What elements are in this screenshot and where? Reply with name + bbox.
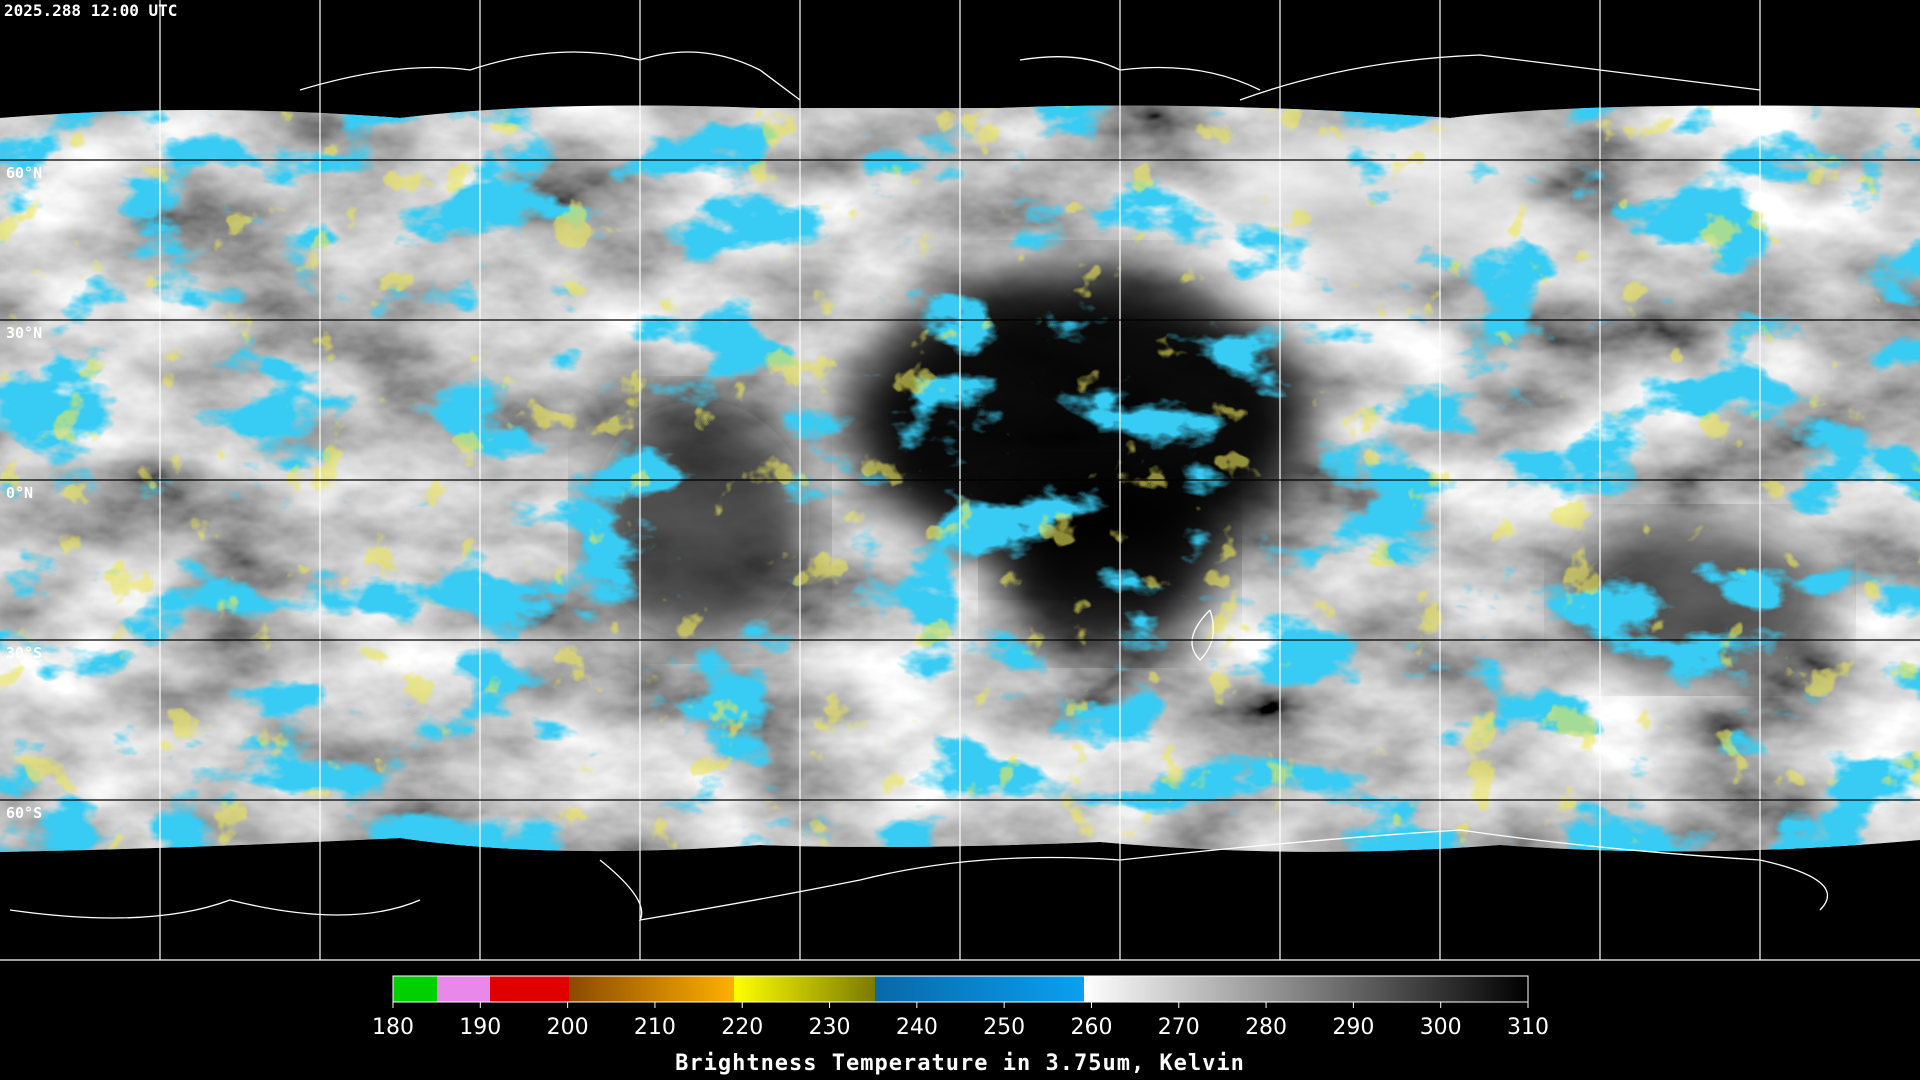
latitude-label: 30°S	[6, 644, 42, 662]
colorbar-frame	[392, 975, 1529, 1003]
latitude-labels: 60°N 30°N 0°N 30°S 60°S	[6, 164, 42, 822]
colorbar	[392, 975, 1529, 1003]
colorbar-tick-label: 280	[1245, 1015, 1287, 1040]
colorbar-segment	[734, 976, 875, 1002]
latitude-label: 30°N	[6, 324, 42, 342]
colorbar-tick-label: 240	[896, 1015, 938, 1040]
latitude-label: 60°N	[6, 164, 42, 182]
colorbar-tick-label: 200	[547, 1015, 589, 1040]
colorbar-tick-label: 270	[1158, 1015, 1200, 1040]
graticule	[0, 0, 1920, 960]
colorbar-ticks: 180 190 200 210 220 230 240 250 260 270 280 290 300 3…	[372, 1002, 1549, 1040]
colorbar-segment	[437, 976, 490, 1002]
colorbar-tick-label: 230	[809, 1015, 851, 1040]
colorbar-tick-label: 220	[721, 1015, 763, 1040]
colorbar-tick-label: 180	[372, 1015, 414, 1040]
colorbar-tick-label: 250	[983, 1015, 1025, 1040]
colorbar-segment	[490, 976, 569, 1002]
colorbar-title: Brightness Temperature in 3.75um, Kelvin	[675, 1051, 1245, 1076]
latitude-label: 60°S	[6, 804, 42, 822]
timestamp: 2025.288 12:00 UTC	[4, 1, 177, 20]
latitude-label: 0°N	[6, 484, 33, 502]
colorbar-segment	[569, 976, 734, 1002]
colorbar-tick-label: 300	[1420, 1015, 1462, 1040]
colorbar-tick-label: 260	[1070, 1015, 1112, 1040]
colorbar-tick-label: 190	[459, 1015, 501, 1040]
colorbar-segment	[875, 976, 1084, 1002]
colorbar-segment	[393, 976, 437, 1002]
colorbar-tick-label: 310	[1507, 1015, 1549, 1040]
colorbar-tick-label: 290	[1332, 1015, 1374, 1040]
colorbar-tick-label: 210	[634, 1015, 676, 1040]
colorbar-segment	[1084, 976, 1528, 1002]
